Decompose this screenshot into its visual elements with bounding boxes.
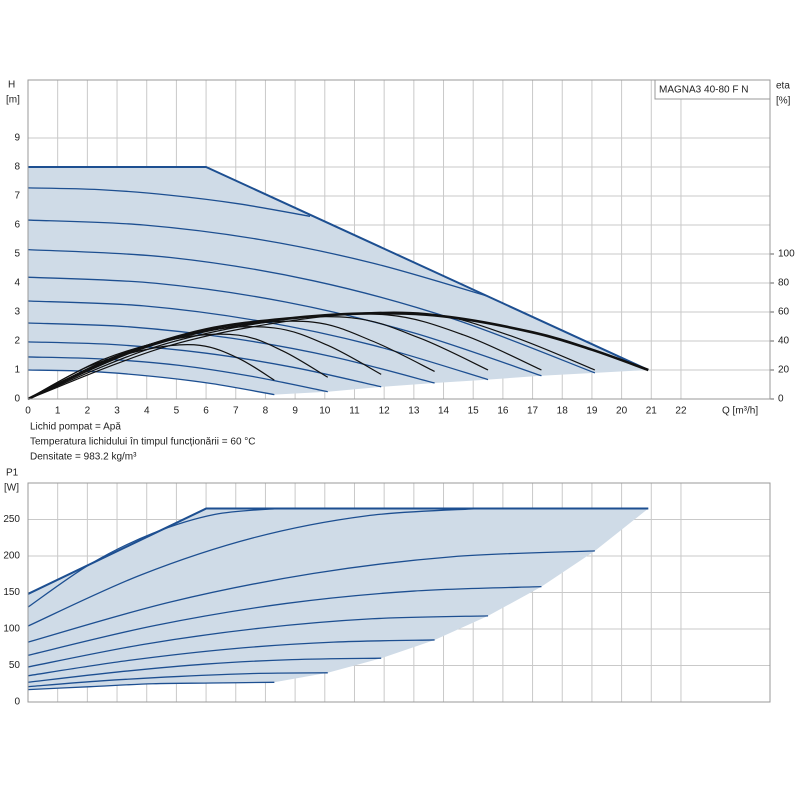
x-tick-label: 13 bbox=[408, 406, 420, 417]
pump-curve bbox=[27, 356, 328, 393]
y-tick-label: 3 bbox=[14, 307, 20, 318]
y2-axis-unit: [%] bbox=[776, 96, 791, 107]
y-tick-label: 1 bbox=[14, 365, 20, 376]
y-tick-label: 200 bbox=[3, 551, 20, 562]
y2-tick-label: 40 bbox=[778, 336, 790, 347]
x-tick-label: 18 bbox=[557, 406, 569, 417]
y-axis-label: H bbox=[8, 80, 15, 91]
pump-curve bbox=[27, 681, 275, 691]
x-tick-label: 14 bbox=[438, 406, 450, 417]
pump-curve bbox=[27, 276, 542, 377]
y2-tick-label: 80 bbox=[778, 278, 790, 289]
plot-frame bbox=[27, 482, 771, 703]
x-tick-label: 2 bbox=[85, 406, 91, 417]
power-chart: 0 50 100 150 200 250 bbox=[3, 482, 771, 708]
pump-curve bbox=[27, 586, 542, 656]
pump-curve bbox=[28, 166, 649, 371]
pump-curve bbox=[27, 657, 382, 683]
plot-frame bbox=[27, 79, 771, 400]
x-tick-label: 4 bbox=[144, 406, 150, 417]
y2-tick-label: 100 bbox=[778, 249, 795, 260]
x-axis-label: Q [m³/h] bbox=[722, 406, 758, 417]
y-tick-label: 0 bbox=[14, 697, 20, 708]
y-tick-label: 2 bbox=[14, 336, 20, 347]
pump-curve bbox=[27, 672, 328, 688]
title-box bbox=[654, 79, 771, 100]
y-tick-label: 7 bbox=[14, 191, 20, 202]
note: Densitate = 983.2 kg/m³ bbox=[30, 452, 137, 463]
pump-curve bbox=[27, 639, 435, 677]
pump-curve bbox=[27, 341, 382, 388]
x-tick-label: 16 bbox=[497, 406, 509, 417]
pump-curve bbox=[27, 249, 596, 374]
x-tick-label: 22 bbox=[675, 406, 687, 417]
x-tick-label: 9 bbox=[292, 406, 298, 417]
y-tick-label: 50 bbox=[9, 660, 21, 671]
y2-tick-label: 0 bbox=[778, 394, 784, 405]
y-tick-label: 0 bbox=[14, 394, 20, 405]
x-tick-label: 8 bbox=[263, 406, 269, 417]
head-chart: 0 1 2 3 4 5 6 7 8 9 10 11 12 13 14 15 16 17 18 19 20 21 220123… bbox=[14, 79, 795, 417]
x-tick-label: 10 bbox=[319, 406, 331, 417]
y-tick-label: 5 bbox=[14, 249, 20, 260]
y2-axis-label: eta bbox=[776, 81, 790, 92]
efficiency-curve bbox=[27, 312, 649, 401]
y-axis-label: P1 bbox=[6, 468, 19, 479]
x-tick-label: 11 bbox=[349, 406, 360, 417]
x-tick-label: 3 bbox=[114, 406, 120, 417]
y-axis-unit: [W] bbox=[4, 483, 19, 494]
pump-curve bbox=[27, 322, 435, 384]
note: Lichid pompat = Apă bbox=[30, 422, 121, 433]
y-tick-label: 150 bbox=[3, 587, 20, 598]
pump-curve bbox=[27, 507, 480, 627]
note: Temperatura lichidului în timpul funcțio… bbox=[30, 437, 256, 448]
x-tick-label: 0 bbox=[25, 406, 31, 417]
x-tick-label: 15 bbox=[468, 406, 480, 417]
x-tick-label: 5 bbox=[174, 406, 180, 417]
x-tick-label: 21 bbox=[646, 406, 658, 417]
x-tick-label: 17 bbox=[527, 406, 539, 417]
pump-curve bbox=[27, 507, 278, 608]
y-tick-label: 6 bbox=[14, 220, 20, 231]
pump-curve bbox=[27, 369, 275, 396]
pump-curve bbox=[27, 550, 595, 643]
y-axis-unit: [m] bbox=[6, 95, 20, 106]
y-tick-label: 8 bbox=[14, 162, 20, 173]
x-tick-label: 1 bbox=[55, 406, 61, 417]
x-tick-label: 7 bbox=[233, 406, 239, 417]
x-tick-label: 20 bbox=[616, 406, 628, 417]
y-tick-label: 250 bbox=[3, 514, 20, 525]
y2-tick-label: 60 bbox=[778, 307, 790, 318]
x-tick-label: 6 bbox=[203, 406, 209, 417]
chart-title: MAGNA3 40-80 F N bbox=[659, 85, 748, 96]
y2-tick-label: 20 bbox=[778, 365, 790, 376]
x-tick-label: 19 bbox=[586, 406, 598, 417]
y-tick-label: 9 bbox=[14, 133, 20, 144]
y-tick-label: 100 bbox=[3, 624, 20, 635]
pump-curve bbox=[27, 219, 489, 297]
pump-curve bbox=[27, 615, 489, 668]
y-tick-label: 4 bbox=[14, 278, 20, 289]
pump-curve bbox=[27, 187, 311, 217]
x-tick-label: 12 bbox=[379, 406, 391, 417]
